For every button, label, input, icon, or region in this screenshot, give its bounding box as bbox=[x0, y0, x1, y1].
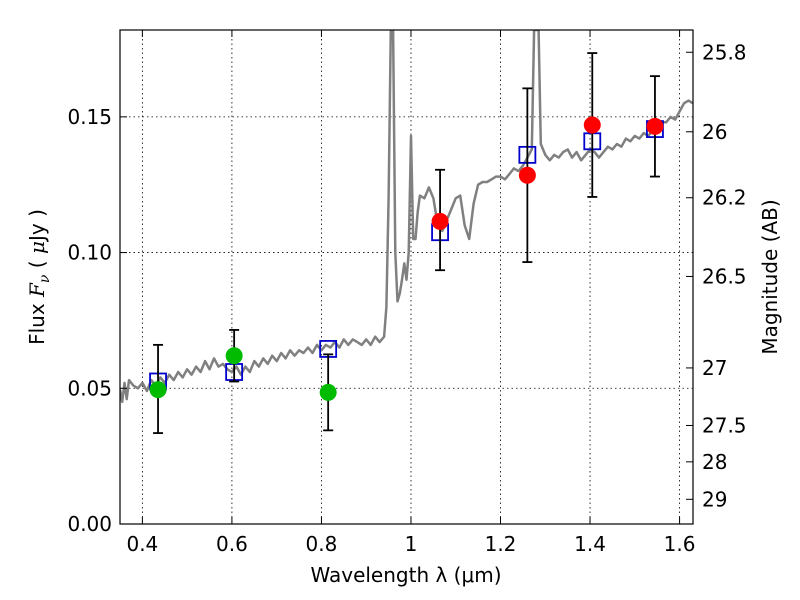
y2-tick-label: 29 bbox=[702, 487, 727, 511]
y-tick-label: 0.05 bbox=[67, 376, 112, 400]
x-tick-label: 1.2 bbox=[485, 532, 517, 556]
spectrum-line bbox=[120, 30, 693, 404]
x-tick-label: 1.4 bbox=[574, 532, 606, 556]
y-tick-label: 0.15 bbox=[67, 105, 112, 129]
y-axis-label: Flux Fν ( μJy ) bbox=[25, 209, 53, 345]
x-tick-label: 1.6 bbox=[664, 532, 696, 556]
green-data-point bbox=[225, 347, 243, 365]
plot-frame bbox=[119, 29, 694, 525]
red-data-point bbox=[518, 166, 536, 184]
y2-tick-label: 27 bbox=[702, 356, 727, 380]
y2-axis-label: Magnitude (AB) bbox=[758, 199, 782, 354]
y-tick-label: 0.00 bbox=[67, 512, 112, 536]
x-tick-label: 0.4 bbox=[126, 532, 158, 556]
x-tick-label: 0.6 bbox=[216, 532, 248, 556]
red-data-point bbox=[646, 117, 664, 135]
x-tick-label: 1 bbox=[405, 532, 418, 556]
red-data-point bbox=[431, 212, 449, 230]
y2-tick-label: 26.2 bbox=[702, 186, 747, 210]
x-tick-label: 0.8 bbox=[306, 532, 338, 556]
red-data-point bbox=[583, 116, 601, 134]
y2-tick-label: 27.5 bbox=[702, 413, 747, 437]
green-data-point bbox=[319, 383, 337, 401]
y-tick-label: 0.10 bbox=[67, 241, 112, 265]
y2-tick-label: 25.8 bbox=[702, 40, 747, 64]
plot-area bbox=[120, 30, 693, 434]
x-axis-label: Wavelength λ (μm) bbox=[310, 563, 501, 587]
axis-ticks: 0.4 0.6 0.8 1 1.2 1.4 1.6 0.00 0.05 0.10 0.15 25.8 2… bbox=[67, 30, 747, 556]
y2-tick-label: 26 bbox=[702, 120, 727, 144]
y2-tick-label: 26.5 bbox=[702, 264, 747, 288]
y2-tick-label: 28 bbox=[702, 450, 727, 474]
green-data-point bbox=[149, 381, 167, 399]
